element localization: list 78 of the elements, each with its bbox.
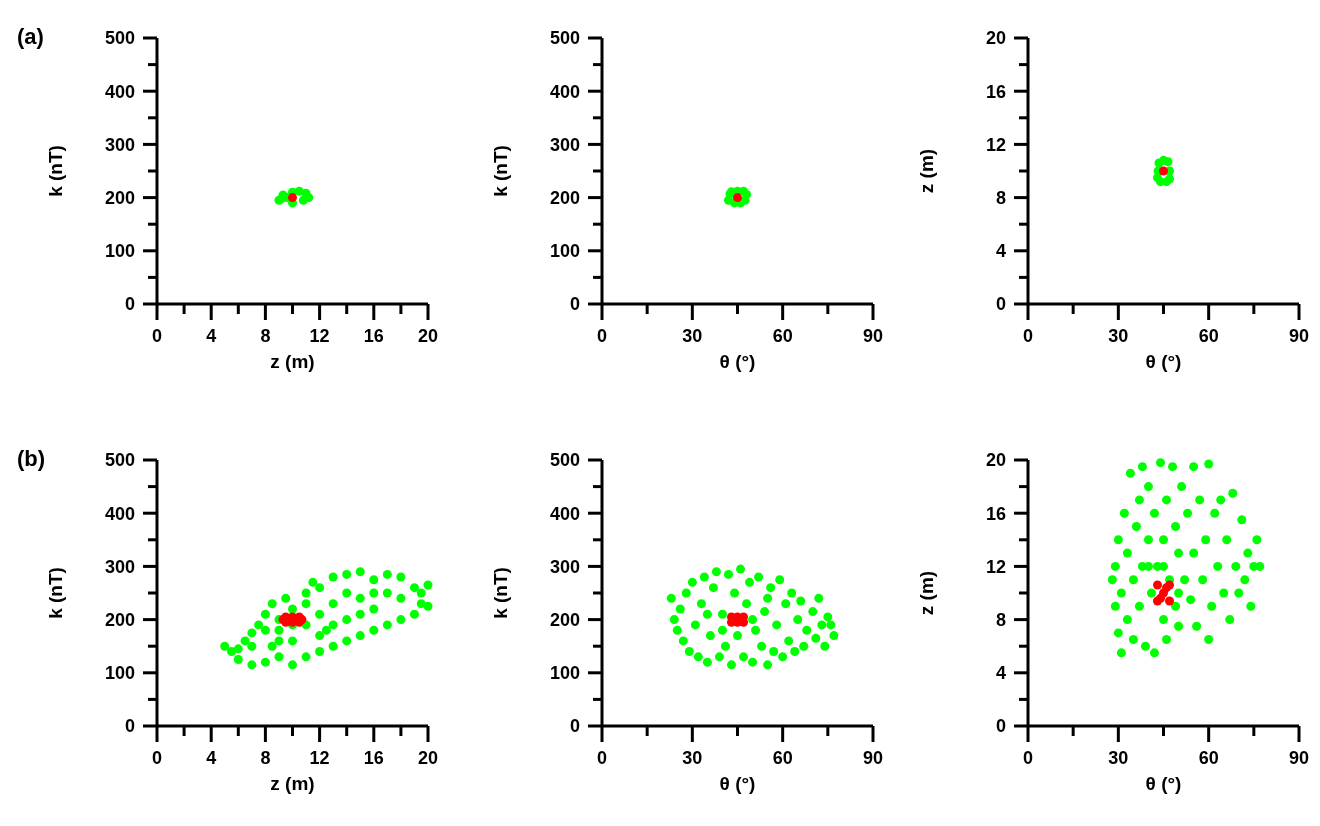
x-axis-title: θ (°) bbox=[1145, 351, 1182, 372]
x-tick-label: 8 bbox=[260, 326, 271, 346]
x-tick-label: 0 bbox=[151, 748, 163, 768]
y-axis-title: k (nT) bbox=[45, 145, 66, 197]
x-tick-label: 12 bbox=[309, 326, 330, 346]
y-tick-label: 500 bbox=[104, 28, 135, 49]
y-tick-label: 0 bbox=[569, 716, 580, 737]
y-tick-label: 0 bbox=[995, 294, 1006, 315]
y-tick-label: 16 bbox=[985, 503, 1006, 524]
x-axis-title: θ (°) bbox=[1145, 773, 1182, 794]
y-tick-label: 400 bbox=[104, 503, 135, 524]
y-tick-label: 0 bbox=[995, 716, 1006, 737]
x-tick-label: 30 bbox=[682, 326, 703, 346]
y-tick-label: 400 bbox=[549, 81, 580, 102]
y-tick-label: 200 bbox=[104, 187, 135, 208]
x-tick-label: 16 bbox=[363, 326, 384, 346]
x-tick-label: 4 bbox=[206, 326, 217, 346]
y-tick-label: 4 bbox=[995, 663, 1006, 684]
y-tick-label: 200 bbox=[549, 187, 580, 208]
y-tick-label: 0 bbox=[124, 294, 135, 315]
y-tick-label: 100 bbox=[104, 663, 135, 684]
y-tick-label: 500 bbox=[549, 28, 580, 49]
y-tick-label: 400 bbox=[104, 81, 135, 102]
y-tick-label: 8 bbox=[995, 609, 1006, 630]
y-tick-label: 500 bbox=[549, 450, 580, 471]
y-tick-label: 100 bbox=[549, 241, 580, 262]
x-tick-label: 16 bbox=[363, 748, 384, 768]
x-tick-label: 90 bbox=[1288, 748, 1310, 768]
x-tick-label: 90 bbox=[1288, 326, 1310, 346]
x-tick-label: 0 bbox=[151, 326, 163, 346]
y-tick-label: 300 bbox=[104, 134, 135, 155]
y-tick-label: 16 bbox=[985, 81, 1006, 102]
y-tick-label: 20 bbox=[985, 450, 1006, 471]
y-tick-label: 200 bbox=[549, 609, 580, 630]
x-tick-label: 60 bbox=[1198, 326, 1219, 346]
x-tick-label: 0 bbox=[1022, 326, 1034, 346]
x-tick-label: 90 bbox=[862, 326, 884, 346]
y-tick-label: 0 bbox=[124, 716, 135, 737]
y-tick-label: 0 bbox=[569, 294, 580, 315]
y-tick-label: 100 bbox=[104, 241, 135, 262]
x-axis-title: θ (°) bbox=[719, 773, 756, 794]
x-tick-label: 4 bbox=[206, 748, 217, 768]
x-axis-title: z (m) bbox=[270, 773, 315, 794]
y-tick-label: 4 bbox=[995, 241, 1006, 262]
text: (a) bbox=[17, 24, 44, 49]
y-axis-title: z (m) bbox=[916, 148, 937, 194]
y-tick-label: 500 bbox=[104, 450, 135, 471]
x-tick-label: 90 bbox=[862, 748, 884, 768]
x-tick-label: 0 bbox=[1022, 748, 1034, 768]
x-tick-label: 60 bbox=[772, 326, 793, 346]
x-tick-label: 20 bbox=[417, 326, 439, 346]
x-tick-label: 60 bbox=[772, 748, 793, 768]
x-tick-label: 8 bbox=[260, 748, 271, 768]
x-tick-label: 30 bbox=[1108, 748, 1129, 768]
x-tick-label: 30 bbox=[682, 748, 703, 768]
y-axis-title: k (nT) bbox=[45, 567, 66, 619]
text: (b) bbox=[17, 446, 46, 471]
x-axis-title: z (m) bbox=[270, 351, 315, 372]
y-tick-label: 200 bbox=[104, 609, 135, 630]
y-axis-title: k (nT) bbox=[490, 567, 511, 619]
y-tick-label: 12 bbox=[985, 556, 1006, 577]
x-axis-title: θ (°) bbox=[719, 351, 756, 372]
y-tick-label: 8 bbox=[995, 187, 1006, 208]
y-tick-label: 400 bbox=[549, 503, 580, 524]
x-tick-label: 30 bbox=[1108, 326, 1129, 346]
y-tick-label: 20 bbox=[985, 28, 1006, 49]
y-tick-label: 300 bbox=[549, 556, 580, 577]
x-tick-label: 60 bbox=[1198, 748, 1219, 768]
y-tick-label: 100 bbox=[549, 663, 580, 684]
y-tick-label: 300 bbox=[104, 556, 135, 577]
y-axis-title: z (m) bbox=[916, 570, 937, 616]
y-tick-label: 12 bbox=[985, 134, 1006, 155]
x-tick-label: 12 bbox=[309, 748, 330, 768]
y-tick-label: 300 bbox=[549, 134, 580, 155]
x-tick-label: 0 bbox=[596, 326, 608, 346]
x-tick-label: 20 bbox=[417, 748, 439, 768]
y-axis-title: k (nT) bbox=[490, 145, 511, 197]
x-tick-label: 0 bbox=[596, 748, 608, 768]
